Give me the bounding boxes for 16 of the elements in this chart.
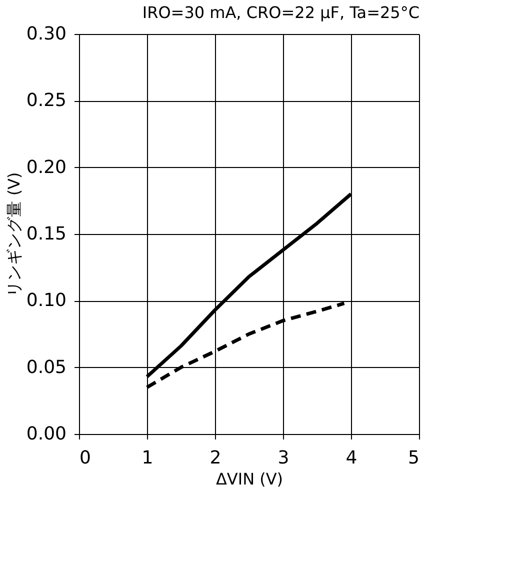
y-tick-label: 0.05: [26, 356, 66, 378]
x-tick-label: 0: [80, 448, 91, 468]
chart-title: IRO=30 mA, CRO=22 µF, Ta=25°C: [142, 3, 420, 22]
y-tick-label: 0.10: [26, 290, 66, 312]
y-tick-label: 0.15: [26, 224, 66, 244]
x-tick-label: 1: [142, 448, 154, 468]
x-axis-title: ΔVIN (V): [216, 470, 284, 488]
y-tick-label: 0.20: [26, 156, 66, 178]
y-tick-label: 0.30: [26, 24, 66, 44]
x-tick-label: 5: [408, 448, 420, 468]
y-tick-label: 0.25: [26, 90, 66, 112]
x-tick-label: 2: [210, 448, 222, 468]
x-tick-label: 4: [346, 448, 358, 468]
y-axis-title: リンギング量 (V): [4, 172, 24, 297]
y-tick-label: 0.00: [26, 424, 66, 444]
x-tick-label: 3: [278, 448, 290, 468]
